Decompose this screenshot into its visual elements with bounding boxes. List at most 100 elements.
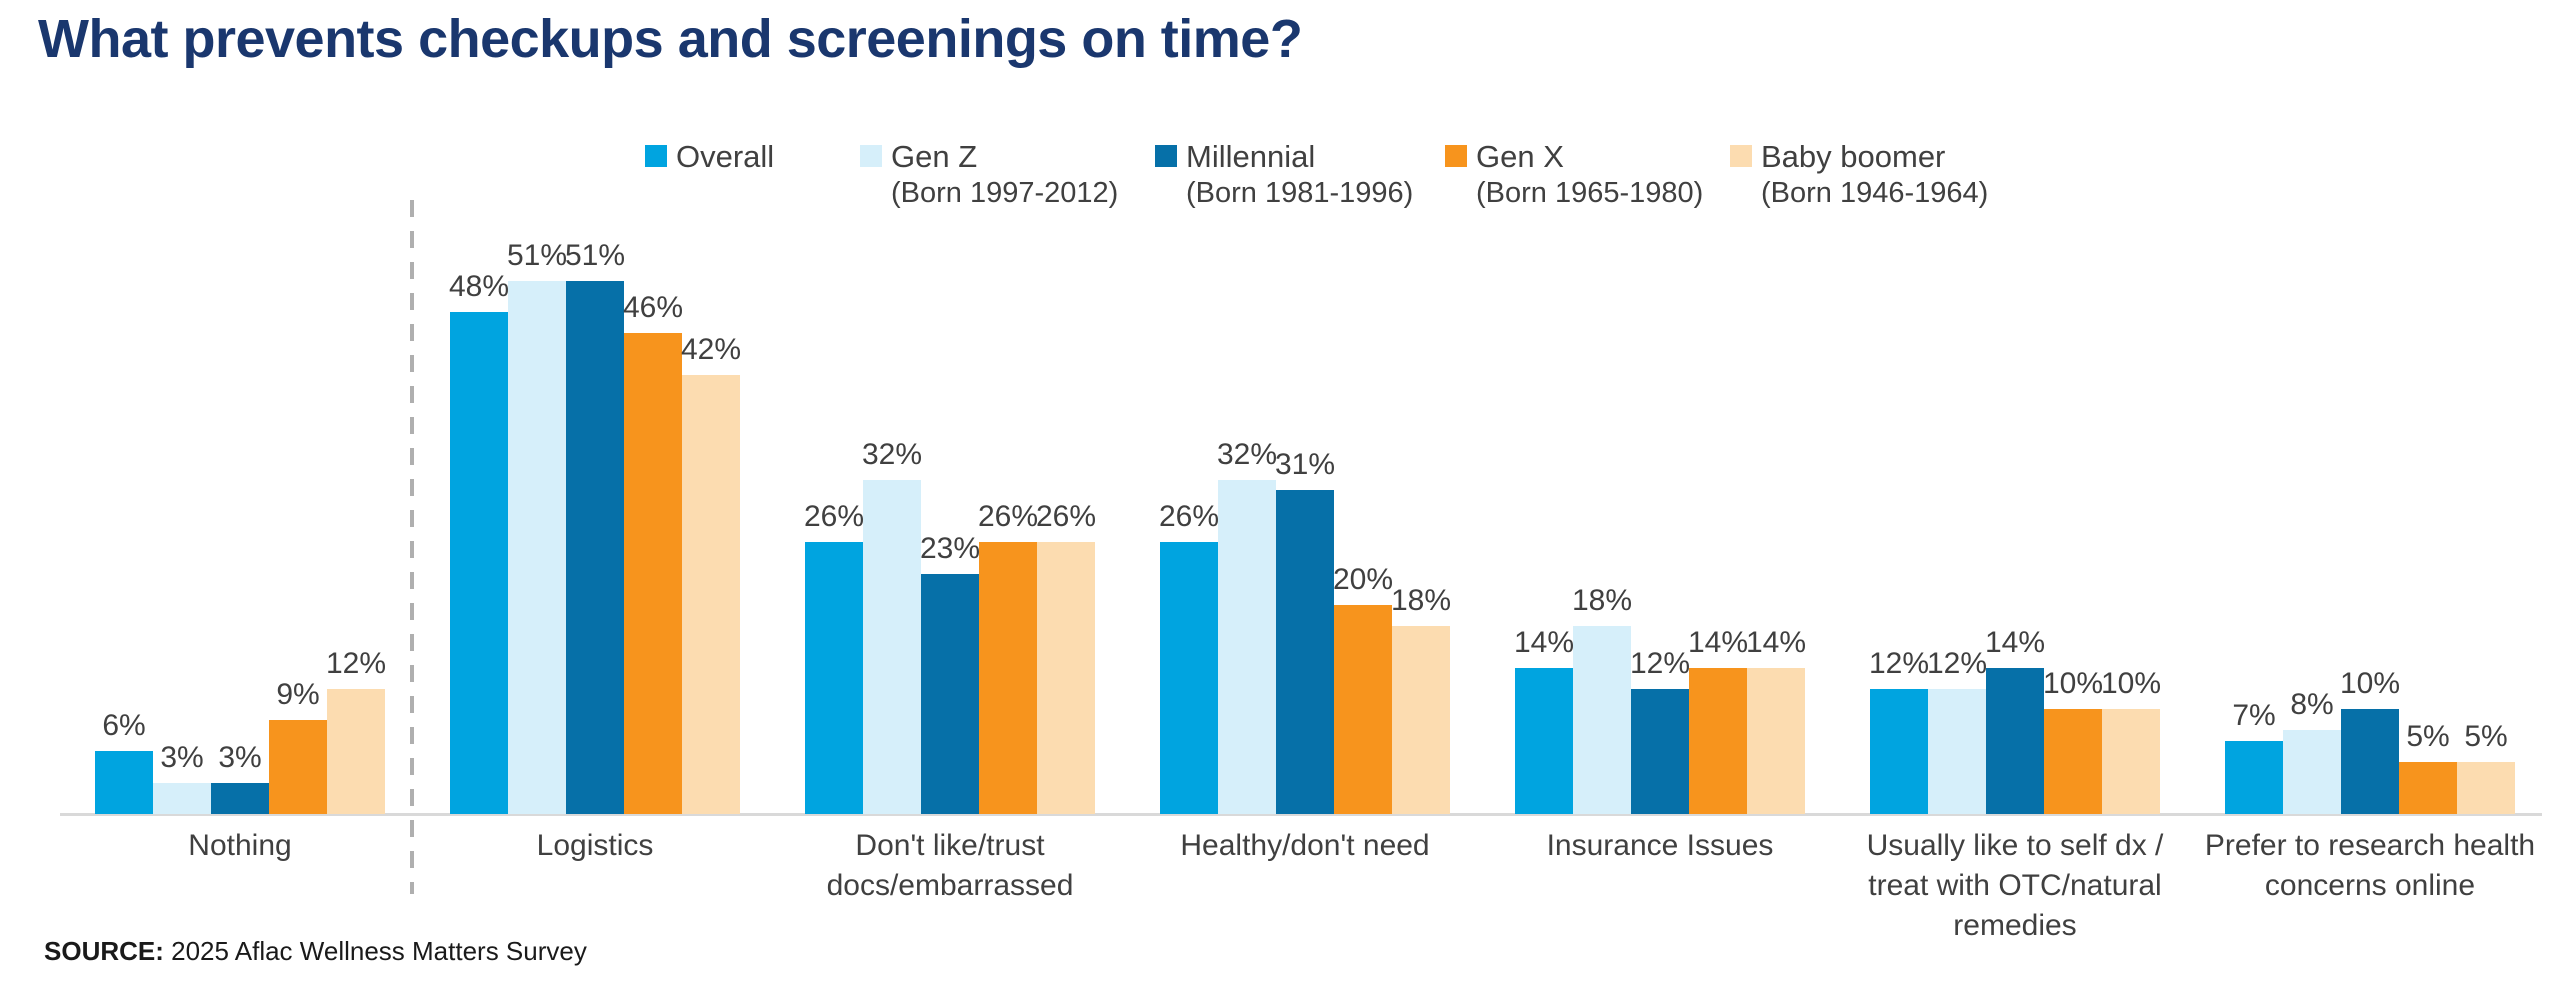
bar-value-label: 32% xyxy=(861,438,923,471)
bar-gen-x xyxy=(2044,709,2102,814)
bar-value-label: 6% xyxy=(102,709,146,742)
legend: Overall Gen Z (Born 1997-2012) Millennial (B… xyxy=(0,138,2560,238)
bar-gen-x xyxy=(2399,762,2457,814)
bar-baby-boomer xyxy=(682,375,740,814)
bar-wrap: 51% xyxy=(507,239,567,814)
legend-texts: Gen X (Born 1965-1980) xyxy=(1476,138,1703,212)
bar-baby-boomer xyxy=(1747,668,1805,814)
bar-wrap: 18% xyxy=(1391,584,1451,814)
bar-millennial xyxy=(1986,668,2044,814)
bar-wrap: 51% xyxy=(565,239,625,814)
bar-value-label: 5% xyxy=(2406,720,2450,753)
bar-baby-boomer xyxy=(2457,762,2515,814)
chart-title: What prevents checkups and screenings on… xyxy=(38,9,1303,69)
bar-value-label: 46% xyxy=(622,291,684,324)
bar-millennial xyxy=(1631,689,1689,814)
legend-swatch-icon xyxy=(1155,145,1177,167)
bar-wrap: 14% xyxy=(1985,626,2045,814)
bar-millennial xyxy=(921,574,979,814)
bar-value-label: 8% xyxy=(2290,688,2334,721)
bar-value-label: 26% xyxy=(803,500,865,533)
bar-overall xyxy=(450,312,508,814)
bar-value-label: 48% xyxy=(448,270,510,303)
bar-wrap: 31% xyxy=(1275,448,1335,814)
category-separator-line xyxy=(410,200,414,894)
bar-overall xyxy=(2225,741,2283,814)
bar-group: 14% 18% 12% 14% 14% xyxy=(1514,274,1806,814)
bar-wrap: 3% xyxy=(211,741,269,814)
bar-gen-x xyxy=(1689,668,1747,814)
bar-group: 7% 8% 10% 5% 5% xyxy=(2225,274,2515,814)
bar-overall xyxy=(805,542,863,814)
bar-value-label: 10% xyxy=(2339,667,2401,700)
legend-sub: (Born 1981-1996) xyxy=(1186,177,1414,209)
source-note: SOURCE: 2025 Aflac Wellness Matters Surv… xyxy=(44,936,587,967)
bar-value-label: 20% xyxy=(1332,563,1394,596)
bar-wrap: 46% xyxy=(623,291,683,814)
category-label: Usually like to self dx / treat with OTC… xyxy=(1866,829,2164,942)
legend-name: Gen Z xyxy=(891,139,978,174)
bar-group: 12% 12% 14% 10% 10% xyxy=(1868,274,2162,814)
bar-gen-z xyxy=(863,480,921,814)
legend-name: Millennial xyxy=(1186,139,1316,174)
bar-value-label: 10% xyxy=(2042,667,2104,700)
bar-value-label: 5% xyxy=(2464,720,2508,753)
legend-name: Gen X xyxy=(1476,139,1564,174)
legend-item: Millennial (Born 1981-1996) xyxy=(1155,138,1413,212)
bar-value-label: 10% xyxy=(2100,667,2162,700)
bar-value-label: 23% xyxy=(919,532,981,565)
bar-wrap: 7% xyxy=(2225,699,2283,814)
legend-item: Gen Z (Born 1997-2012) xyxy=(860,138,1118,212)
bar-gen-x xyxy=(979,542,1037,814)
bar-overall xyxy=(1870,689,1928,814)
bar-wrap: 26% xyxy=(978,500,1038,814)
bar-wrap: 12% xyxy=(326,647,386,814)
bar-gen-z xyxy=(2283,730,2341,814)
bar-value-label: 3% xyxy=(160,741,204,774)
bar-value-label: 26% xyxy=(1158,500,1220,533)
bar-wrap: 9% xyxy=(269,678,327,814)
legend-item: Overall xyxy=(645,138,774,175)
bar-baby-boomer xyxy=(1037,542,1095,814)
bar-gen-x xyxy=(624,333,682,814)
bar-value-label: 18% xyxy=(1571,584,1633,617)
bar-wrap: 5% xyxy=(2399,720,2457,814)
legend-item: Gen X (Born 1965-1980) xyxy=(1445,138,1703,212)
legend-texts: Millennial (Born 1981-1996) xyxy=(1186,138,1413,212)
category-label: Nothing xyxy=(188,829,292,862)
bar-group: 26% 32% 31% 20% 18% xyxy=(1158,274,1451,814)
bar-value-label: 42% xyxy=(680,333,742,366)
bar-value-label: 51% xyxy=(564,239,626,272)
legend-name: Overall xyxy=(676,139,775,174)
category-label: Insurance Issues xyxy=(1546,829,1774,862)
legend-swatch-icon xyxy=(1445,145,1467,167)
x-axis-line xyxy=(60,813,2542,816)
bar-wrap: 12% xyxy=(1927,647,1987,814)
bar-wrap: 26% xyxy=(804,500,864,814)
category-label: Don't like/trust docs/embarrassed xyxy=(826,829,1074,902)
bar-wrap: 3% xyxy=(153,741,211,814)
bar-group: 6% 3% 3% 9% 12% xyxy=(95,274,386,814)
bar-value-label: 12% xyxy=(1868,647,1930,680)
bar-gen-z xyxy=(1573,626,1631,814)
bar-value-label: 3% xyxy=(218,741,262,774)
bar-wrap: 23% xyxy=(920,532,980,814)
bar-value-label: 9% xyxy=(276,678,320,711)
bar-value-label: 31% xyxy=(1274,448,1336,481)
bar-group: 48% 51% 51% 46% 42% xyxy=(449,239,742,814)
legend-texts: Baby boomer (Born 1946-1964) xyxy=(1761,138,1988,212)
bar-gen-z xyxy=(508,281,566,814)
bar-wrap: 10% xyxy=(2340,667,2400,814)
bar-wrap: 14% xyxy=(1514,626,1574,814)
bar-gen-z xyxy=(1218,480,1276,814)
bar-value-label: 12% xyxy=(1926,647,1988,680)
bar-millennial xyxy=(2341,709,2399,814)
bar-wrap: 26% xyxy=(1036,500,1096,814)
bar-gen-x xyxy=(1334,605,1392,814)
bar-value-label: 12% xyxy=(325,647,387,680)
source-label: SOURCE: xyxy=(44,936,164,966)
source-text: 2025 Aflac Wellness Matters Survey xyxy=(163,936,587,966)
legend-swatch-icon xyxy=(860,145,882,167)
